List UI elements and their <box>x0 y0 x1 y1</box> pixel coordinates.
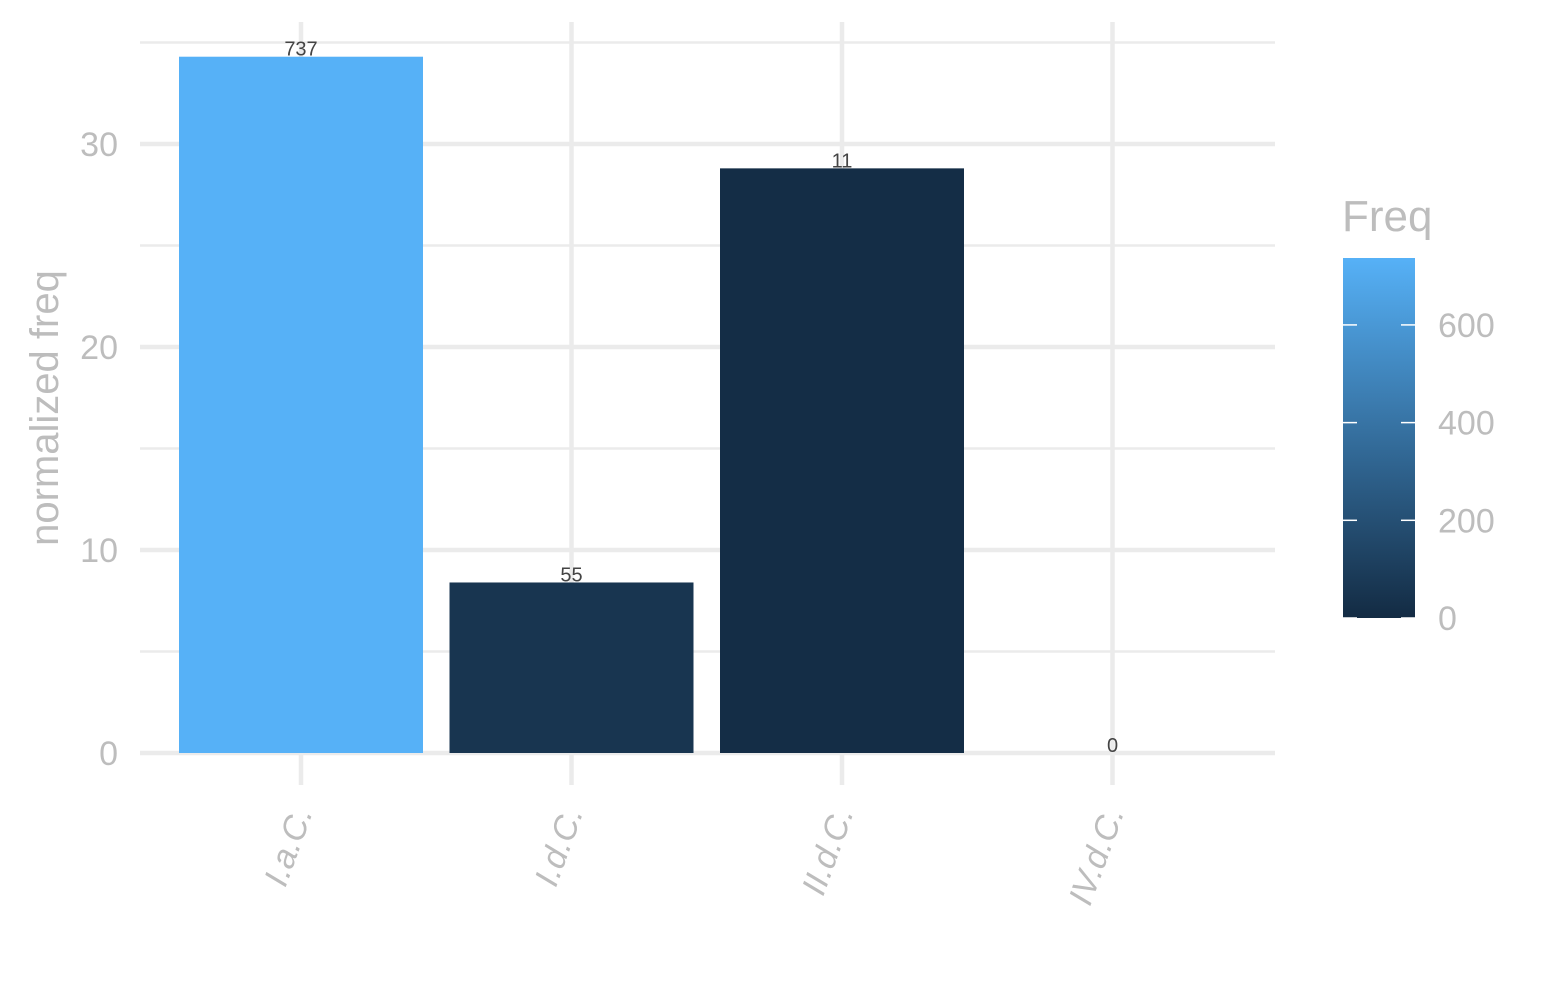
legend-tick-label: 400 <box>1438 405 1495 443</box>
bar-value-label: 737 <box>284 39 317 61</box>
legend-colorbar <box>1343 258 1415 618</box>
bar <box>179 56 423 753</box>
legend-title: Freq <box>1342 192 1432 241</box>
bar-value-label: 11 <box>832 150 853 172</box>
bars <box>179 56 964 754</box>
legend-tick-label: 200 <box>1438 502 1495 540</box>
bar-value-label: 55 <box>560 564 582 586</box>
bar <box>449 582 694 753</box>
legend-tick-label: 0 <box>1438 600 1457 638</box>
y-tick-label: 10 <box>80 532 118 570</box>
color-legend: Freq 0 200 400 600 <box>1342 192 1495 638</box>
y-tick-label: 0 <box>99 735 118 773</box>
y-tick-label: 30 <box>80 126 118 164</box>
y-tick-label: 20 <box>80 329 118 367</box>
bar-value-label: 0 <box>1107 735 1118 757</box>
legend-tick-label: 600 <box>1438 307 1495 345</box>
bar <box>720 168 964 754</box>
bar-labels: 737 55 11 0 <box>284 39 1118 757</box>
x-tick-label: IV.d.C. <box>1062 802 1132 910</box>
y-axis: 0 10 20 30 <box>80 126 118 773</box>
x-tick-label: I.d.C. <box>528 802 591 891</box>
x-tick-label: II.d.C. <box>795 802 862 900</box>
x-axis: I.a.C. I.d.C. II.d.C. IV.d.C. <box>257 802 1132 910</box>
x-tick-label: I.a.C. <box>257 802 320 891</box>
y-axis-title: normalized freq <box>23 270 67 546</box>
